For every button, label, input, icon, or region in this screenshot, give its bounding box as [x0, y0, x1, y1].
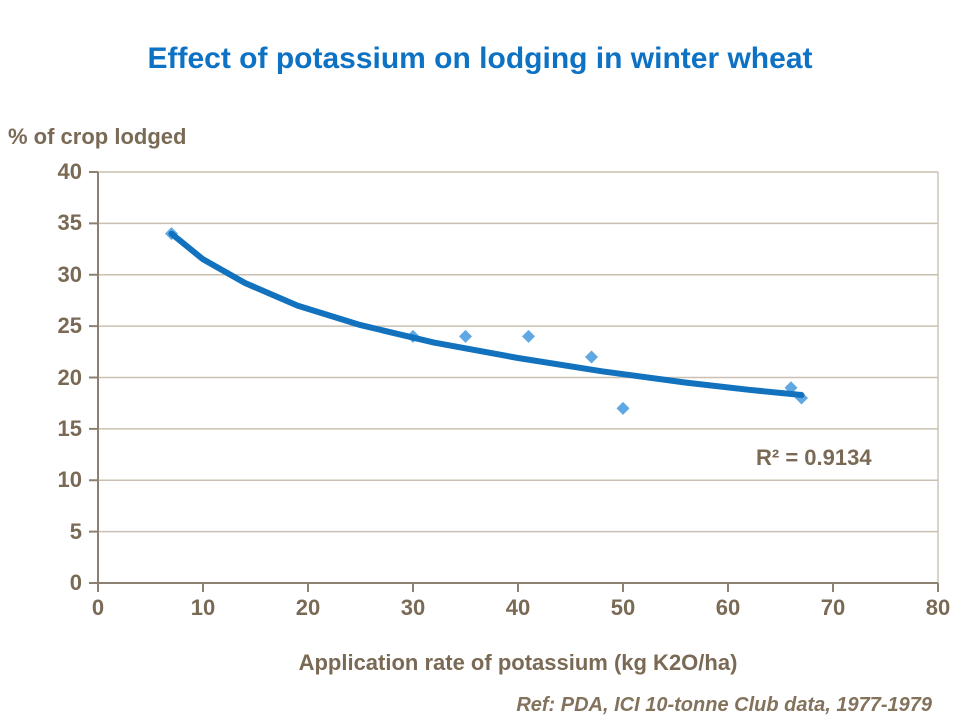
data-point-5: [616, 401, 630, 415]
data-point-3: [522, 329, 535, 343]
data-point-4: [585, 350, 598, 364]
trend-line: [168, 230, 805, 398]
y-tick-label-5: 5: [69, 518, 82, 544]
x-tick-label-70: 70: [820, 595, 846, 620]
x-tick-label-50: 50: [610, 595, 636, 620]
x-axis-title: Application rate of potassium (kg K2O/ha…: [298, 650, 738, 675]
x-tick-label-30: 30: [400, 595, 426, 620]
reference-citation: Ref: PDA, ICI 10-tonne Club data, 1977-1…: [516, 694, 932, 716]
data-point-2: [459, 329, 472, 343]
chart-title: Effect of potassium on lodging in winter…: [147, 42, 813, 75]
y-tick-label-0: 0: [69, 570, 82, 595]
y-axis-title: % of crop lodged: [8, 124, 187, 149]
x-tick-label-0: 0: [91, 595, 105, 620]
y-tick-label-15: 15: [57, 415, 82, 441]
x-tick-label-20: 20: [295, 595, 321, 620]
y-tick-label-25: 25: [57, 313, 82, 339]
x-tick-label-80: 80: [925, 595, 951, 620]
x-tick-label-40: 40: [505, 595, 531, 620]
y-tick-label-35: 35: [57, 210, 82, 236]
r-squared-annotation: R² = 0.9134: [756, 445, 872, 470]
y-tick-label-40: 40: [57, 159, 82, 184]
y-tick-label-10: 10: [57, 467, 82, 493]
y-tick-label-20: 20: [57, 364, 82, 390]
x-tick-label-60: 60: [715, 595, 741, 620]
x-tick-label-10: 10: [190, 595, 216, 620]
y-tick-label-30: 30: [57, 261, 82, 287]
